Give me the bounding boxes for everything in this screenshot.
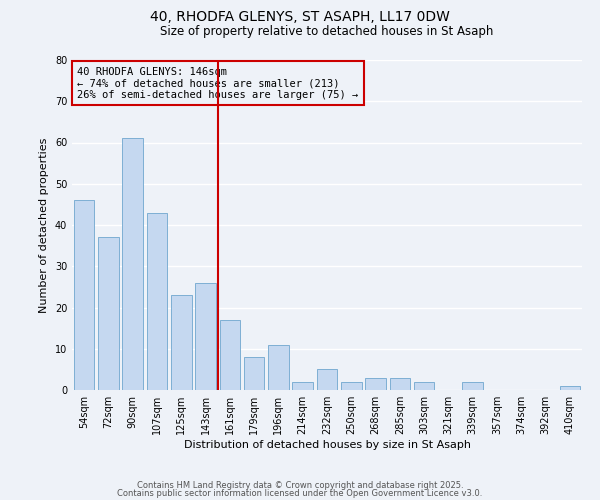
Text: 40 RHODFA GLENYS: 146sqm
← 74% of detached houses are smaller (213)
26% of semi-: 40 RHODFA GLENYS: 146sqm ← 74% of detach…: [77, 66, 358, 100]
Bar: [414, 382, 434, 390]
Bar: [560, 386, 580, 390]
Bar: [74, 200, 94, 390]
Bar: [171, 295, 191, 390]
Bar: [98, 238, 119, 390]
Bar: [268, 344, 289, 390]
Text: 40, RHODFA GLENYS, ST ASAPH, LL17 0DW: 40, RHODFA GLENYS, ST ASAPH, LL17 0DW: [150, 10, 450, 24]
Bar: [317, 370, 337, 390]
Bar: [365, 378, 386, 390]
Bar: [292, 382, 313, 390]
Bar: [341, 382, 362, 390]
Y-axis label: Number of detached properties: Number of detached properties: [39, 138, 49, 312]
Text: Contains HM Land Registry data © Crown copyright and database right 2025.: Contains HM Land Registry data © Crown c…: [137, 481, 463, 490]
Bar: [389, 378, 410, 390]
Title: Size of property relative to detached houses in St Asaph: Size of property relative to detached ho…: [160, 25, 494, 38]
X-axis label: Distribution of detached houses by size in St Asaph: Distribution of detached houses by size …: [184, 440, 470, 450]
Bar: [146, 212, 167, 390]
Text: Contains public sector information licensed under the Open Government Licence v3: Contains public sector information licen…: [118, 488, 482, 498]
Bar: [244, 357, 265, 390]
Bar: [463, 382, 483, 390]
Bar: [122, 138, 143, 390]
Bar: [195, 283, 216, 390]
Bar: [220, 320, 240, 390]
